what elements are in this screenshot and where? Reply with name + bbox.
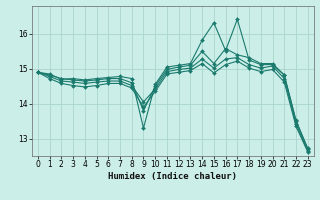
X-axis label: Humidex (Indice chaleur): Humidex (Indice chaleur) xyxy=(108,172,237,181)
